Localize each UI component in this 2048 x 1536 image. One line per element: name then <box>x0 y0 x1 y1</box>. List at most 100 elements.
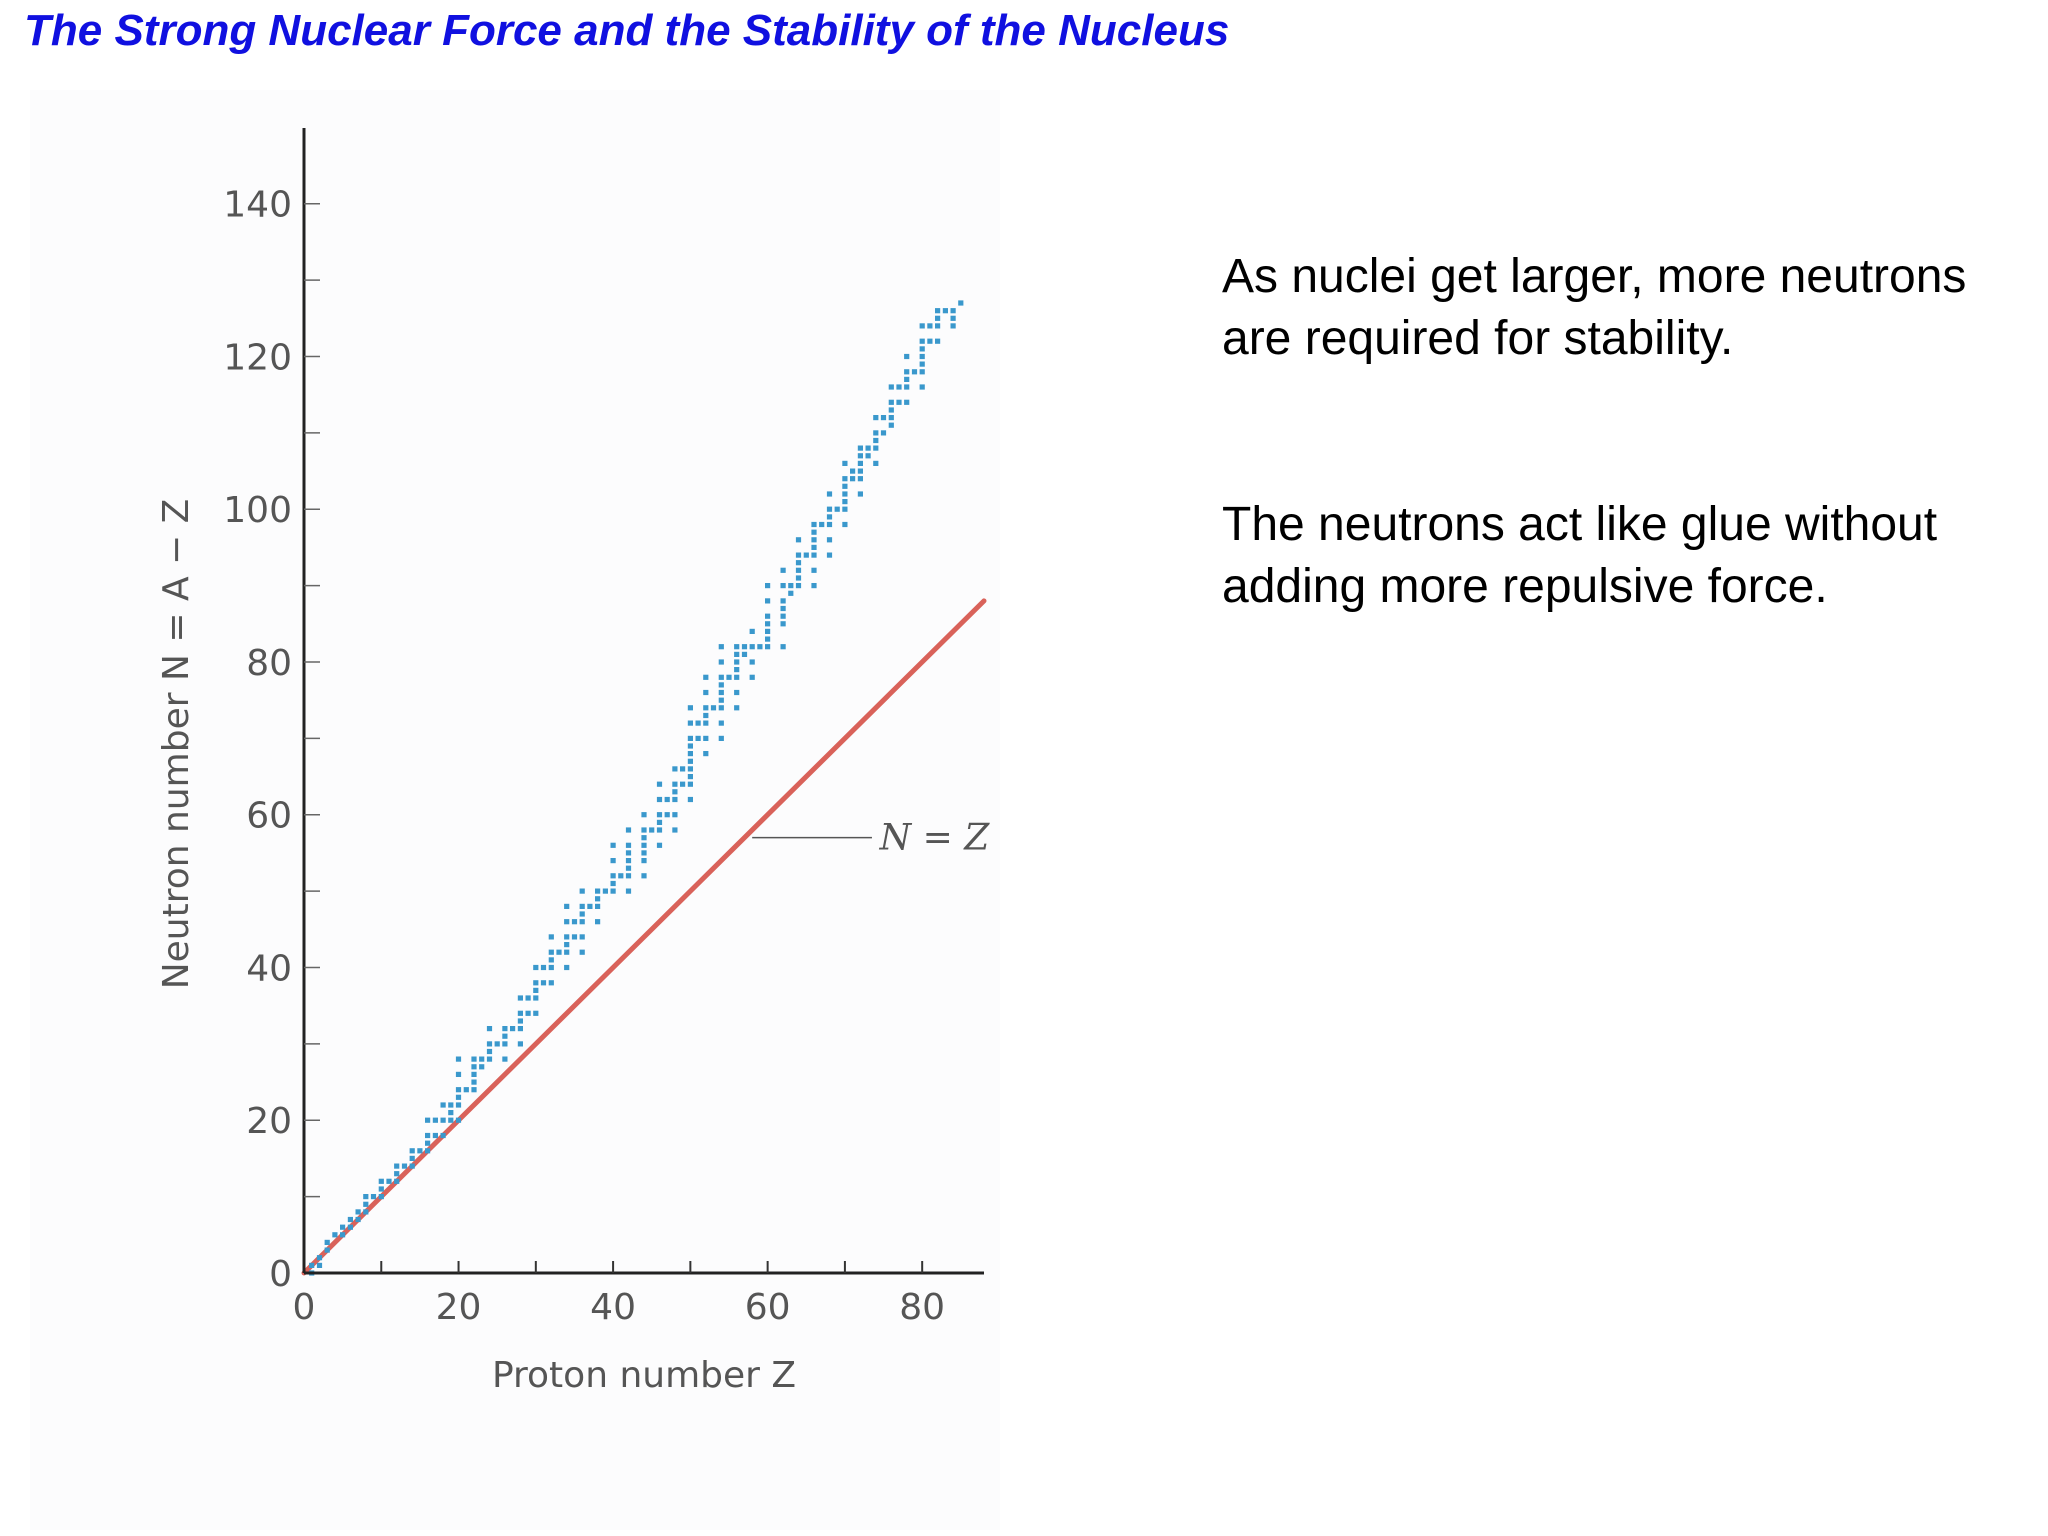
stable-nucleus-point <box>788 583 794 589</box>
stable-nucleus-point <box>316 1255 323 1261</box>
stable-nucleus-point <box>703 712 709 719</box>
stable-nucleus-point <box>788 590 794 596</box>
x-tick-label: 80 <box>899 1287 945 1328</box>
stable-nucleus-point <box>486 1041 493 1047</box>
stable-nucleus-point <box>842 491 848 497</box>
stable-nucleus-point <box>564 949 570 955</box>
stable-nucleus-point <box>919 323 925 329</box>
stable-nucleus-point <box>857 453 863 459</box>
stable-nucleus-point <box>625 842 632 848</box>
stable-nucleus-point <box>502 1056 508 1062</box>
n-equals-z-line <box>301 598 987 1276</box>
stable-nucleus-point <box>927 323 933 329</box>
stable-nucleus-point <box>355 1209 361 1215</box>
stable-nucleus-point <box>672 796 678 803</box>
stable-nucleus-point <box>687 796 693 803</box>
stable-nucleus-point <box>873 445 879 451</box>
stable-nucleus-point <box>811 537 817 543</box>
stable-nucleus-point <box>502 1033 508 1039</box>
stable-nucleus-point <box>564 942 570 948</box>
stable-nucleus-point <box>718 689 724 696</box>
stable-nucleus-point <box>432 1117 438 1123</box>
stable-nucleus-point <box>780 567 786 573</box>
stable-nucleus-point <box>525 995 531 1001</box>
stable-nucleus-point <box>471 1087 477 1093</box>
stable-nucleus-point <box>610 858 616 864</box>
x-axis-title: Proton number Z <box>492 1355 796 1396</box>
stable-nucleus-point <box>440 1102 446 1108</box>
stable-nucleus-point <box>471 1064 477 1070</box>
stable-nucleus-point <box>486 1026 493 1032</box>
stable-nucleus-point <box>641 827 647 833</box>
stable-nucleus-point <box>455 1102 462 1108</box>
stable-nucleus-point <box>378 1194 384 1200</box>
stable-nucleus-point <box>695 720 701 726</box>
stable-nucleus-point <box>533 987 539 993</box>
stable-nucleus-point <box>579 934 585 940</box>
stable-nucleus-point <box>610 842 616 848</box>
stable-nucleus-point <box>687 735 693 741</box>
stable-nucleus-point <box>625 850 632 856</box>
stable-nucleus-point <box>865 445 871 451</box>
stable-nucleus-point <box>757 644 763 650</box>
stable-nucleus-point <box>486 1056 493 1062</box>
stable-nucleus-point <box>904 353 910 360</box>
stable-nucleus-point <box>579 919 585 925</box>
stable-nucleus-point <box>680 766 686 772</box>
stable-nucleus-point <box>765 598 771 604</box>
stable-nucleus-point <box>548 980 554 986</box>
stable-nucleus-point <box>811 544 817 550</box>
stable-nucleus-point <box>780 605 786 612</box>
stable-nucleus-point <box>502 1026 508 1032</box>
stable-nucleus-point <box>579 903 585 909</box>
stable-nucleus-point <box>579 888 585 894</box>
figure-panel: N = Z 0 20 40 60 80 100 120 140 0 20 40 60 80 Proton … <box>30 90 1000 1530</box>
stable-nucleus-point <box>394 1171 400 1177</box>
stable-nucleus-point <box>718 682 724 688</box>
stable-nucleus-point <box>425 1140 431 1146</box>
stable-nucleus-point <box>455 1087 462 1093</box>
stable-nucleus-point <box>378 1186 384 1192</box>
stable-nucleus-point <box>463 1087 469 1093</box>
slide-title: The Strong Nuclear Force and the Stabili… <box>24 6 1230 55</box>
stable-nucleus-point <box>935 338 941 344</box>
stable-nucleus-point <box>795 567 802 573</box>
stable-nucleus-point <box>610 888 616 894</box>
stable-nucleus-point <box>795 560 802 566</box>
stable-nucleus-point <box>533 980 539 986</box>
stable-nucleus-point <box>842 521 848 528</box>
stable-nucleus-point <box>625 827 632 833</box>
stable-nucleus-point <box>857 468 863 474</box>
stable-nucleus-point <box>873 415 879 421</box>
stable-nucleus-point <box>525 1010 531 1016</box>
stable-nucleus-point <box>664 796 670 803</box>
stable-nucleus-point <box>842 499 848 505</box>
stable-nucleus-point <box>795 575 802 581</box>
n-equals-z-label: N = Z <box>879 818 991 859</box>
stable-nucleus-point <box>718 697 724 703</box>
stable-nucleus-point <box>602 888 608 894</box>
stable-nucleus-point <box>780 621 786 627</box>
stable-nucleus-point <box>703 689 709 696</box>
stable-nucleus-point <box>347 1216 353 1223</box>
stable-nucleus-point <box>656 781 663 787</box>
stable-nucleus-point <box>440 1132 446 1139</box>
stable-nucleus-point <box>888 407 894 413</box>
stable-nucleus-point <box>687 705 693 711</box>
stable-nucleus-point <box>533 995 539 1001</box>
stable-nucleus-point <box>734 651 740 657</box>
stable-nucleus-point <box>811 567 817 573</box>
y-tick-label: 40 <box>246 948 292 989</box>
x-tick-label: 60 <box>745 1287 791 1328</box>
stable-nucleus-point <box>741 651 748 657</box>
stable-nucleus-point <box>448 1110 454 1116</box>
stable-nucleus-point <box>718 705 724 711</box>
stable-nucleus-point <box>865 453 871 459</box>
x-tick-label: 40 <box>590 1287 636 1328</box>
stable-nucleus-point <box>703 720 709 726</box>
stable-nucleus-point <box>780 598 786 604</box>
y-tick-label: 0 <box>269 1254 292 1295</box>
stable-nucleus-point <box>873 430 879 436</box>
stable-nucleus-point <box>641 873 647 879</box>
stable-nucleus-point <box>826 521 833 528</box>
